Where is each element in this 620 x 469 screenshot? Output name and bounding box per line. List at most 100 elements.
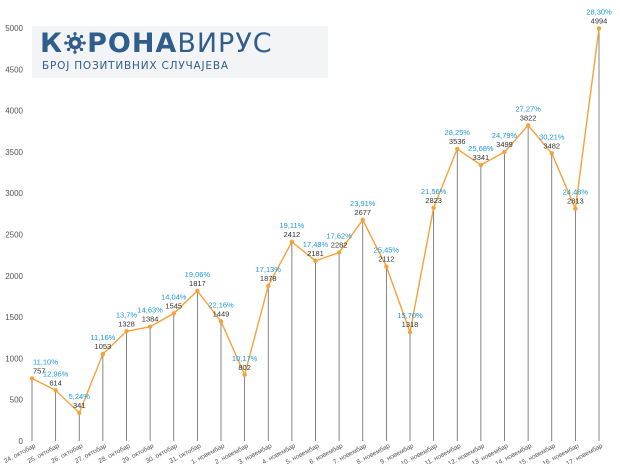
data-point [455,146,460,152]
data-point [289,239,295,244]
data-value-label: 341 [73,401,86,410]
virus-icon [64,32,86,54]
data-percent-label: 13,7% [116,310,138,319]
y-tick-label: 2000 [5,272,23,281]
data-value-label: 2181 [307,249,324,258]
data-point [29,376,35,381]
data-percent-label: 25,45% [374,246,400,255]
data-value-label: 3482 [543,141,560,150]
logo-title-part1: К [40,28,64,59]
logo-title-part2: РОНА [87,28,178,59]
data-percent-label: 28,30% [586,7,612,16]
y-tick-label: 3500 [5,148,23,157]
data-percent-label: 11,16% [90,333,115,342]
data-point [242,372,247,377]
data-value-label: 3822 [520,113,537,122]
data-value-label: 1053 [95,342,112,351]
data-value-label: 2412 [284,230,301,239]
data-point [53,388,58,393]
drop-lines [31,28,600,441]
data-value-label: 1449 [213,309,230,318]
data-percent-label: 17,48% [303,240,329,249]
data-percent-label: 28,25% [445,128,471,137]
data-value-label: 1545 [165,301,182,310]
data-point [171,311,176,316]
data-percent-label: 14,04% [161,292,187,301]
data-point [336,250,342,255]
data-value-label: 757 [33,366,46,375]
data-value-label: 614 [49,378,62,387]
y-tick-label: 5000 [5,24,23,33]
data-percent-label: 11,10% [33,357,58,366]
data-value-label: 4994 [591,16,608,25]
data-value-label: 1384 [142,315,159,324]
data-percent-label: 17,62% [326,232,352,241]
data-percent-label: 24,48% [563,188,589,197]
y-axis: 0 500 1000 1500 2000 2500 3000 3500 4000 4500 5000 [5,24,23,446]
data-value-label: 2282 [331,241,348,250]
data-percent-label: 19,11% [279,221,304,230]
data-value-label: 3499 [496,140,513,149]
data-percent-label: 25,68% [468,144,494,153]
percent-labels: 11,10% 12,96% 5,24% 11,16% 13,7%14,63% 14,04%… [33,7,612,400]
y-tick-label: 2500 [5,231,23,240]
logo-subtitle: БРОЈ ПОЗИТИВНИХ СЛУЧАЈЕВА [42,60,229,72]
y-tick-label: 3000 [5,189,23,198]
data-value-label: 1328 [118,319,135,328]
data-value-label: 3536 [449,137,466,146]
data-point [502,149,507,155]
data-percent-label: 22,16% [208,300,234,309]
data-percent-label: 17,13% [256,265,282,274]
data-percent-label: 24,79% [492,131,518,140]
data-point [124,329,129,334]
data-point [431,205,436,211]
data-percent-label: 30,21% [539,132,565,141]
data-point [77,410,82,416]
data-percent-label: 27,27% [515,104,541,113]
data-point [266,283,271,289]
data-percent-label: 23,91% [350,199,376,208]
data-point [313,258,318,264]
data-point [549,151,554,156]
data-point [384,264,389,269]
data-value-label: 1318 [402,320,419,329]
data-percent-label: 14,63% [137,306,163,315]
data-value-label: 3341 [473,153,490,162]
data-point [573,206,578,211]
markers [29,26,602,416]
data-point [218,319,224,324]
data-value-label: 2112 [378,255,394,264]
data-percent-label: 12,96% [43,369,69,378]
data-point [525,123,531,128]
data-point [195,288,200,294]
data-point [596,26,602,31]
y-tick-label: 1000 [5,354,23,363]
logo-title: К РОНА [40,28,273,59]
data-percent-label: 21,56% [421,187,447,196]
logo-title-part3: ВИРУС [177,28,273,59]
data-point [407,329,413,335]
data-point [478,162,484,168]
y-tick-label: 4500 [5,65,23,74]
logo: К РОНА [32,26,328,78]
y-tick-label: 1500 [5,313,23,322]
y-tick-label: 0 [19,437,24,446]
y-tick-label: 4000 [5,107,23,116]
data-point [360,217,365,223]
data-point [100,351,106,357]
data-percent-label: 10,17% [232,354,258,363]
data-percent-label: 5,24% [69,392,91,401]
data-percent-label: 19,06% [185,270,211,279]
data-point [147,324,153,329]
data-percent-label: 15,70% [397,311,423,320]
data-value-label: 2823 [425,196,442,205]
data-value-label: 2677 [354,208,371,217]
y-tick-label: 500 [10,396,24,405]
data-value-label: 802 [238,363,251,372]
data-value-label: 1878 [260,274,277,283]
data-value-label: 1817 [189,279,206,288]
